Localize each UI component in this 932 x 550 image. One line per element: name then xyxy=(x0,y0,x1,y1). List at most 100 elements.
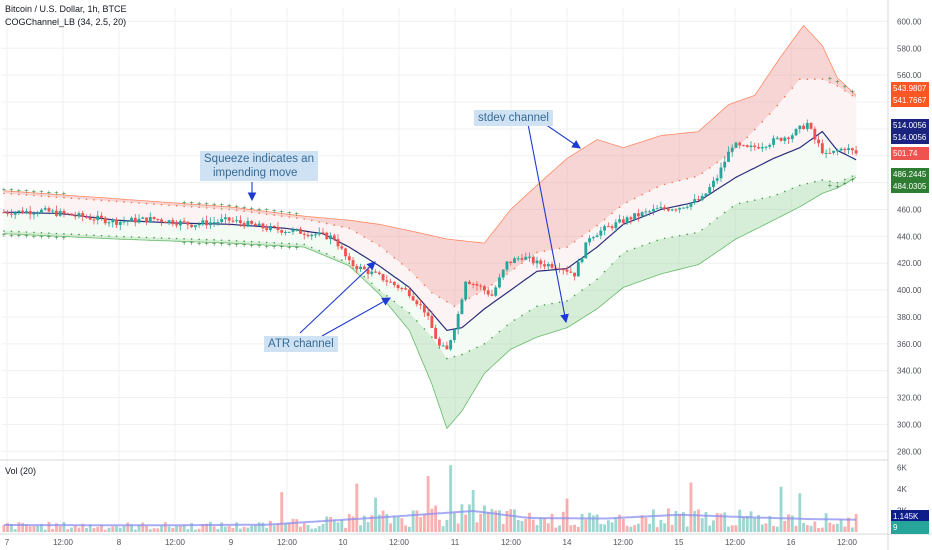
atr-lower-dot xyxy=(506,324,508,327)
atr-lower-dot xyxy=(288,242,291,245)
candle-body xyxy=(269,225,272,231)
candle-body xyxy=(6,212,10,214)
volume-ma-tag: 1.145K xyxy=(891,510,929,523)
volume-bar xyxy=(730,525,734,532)
volume-bar xyxy=(55,523,58,532)
atr-lower-dot xyxy=(453,355,456,358)
candle-body xyxy=(419,304,423,306)
lower-outer-line xyxy=(3,176,857,430)
candle-body xyxy=(543,264,546,267)
candle-body xyxy=(205,220,209,226)
y-tick-label: 580.00 xyxy=(897,44,922,53)
atr-upper-dot xyxy=(686,177,688,180)
volume-bar xyxy=(790,515,794,532)
atr-upper-dot xyxy=(806,78,809,80)
atr-lower-dot xyxy=(671,236,673,238)
candle-body xyxy=(284,231,287,233)
candle-body xyxy=(55,210,58,216)
atr-lower-dot xyxy=(160,237,163,239)
atr-upper-dot xyxy=(836,85,839,87)
candle-body xyxy=(471,283,475,285)
candle-body xyxy=(693,199,697,203)
y-tick-label: 460.00 xyxy=(897,205,922,214)
volume-bar xyxy=(764,523,768,532)
volume-bar xyxy=(550,513,554,532)
candle-body xyxy=(160,219,163,222)
atr-upper-dot xyxy=(153,203,155,205)
candle-body xyxy=(261,223,265,229)
volume-bar xyxy=(36,526,40,532)
atr-lower-dot xyxy=(153,236,155,239)
volume-bar xyxy=(160,525,163,532)
squeeze-marker: + xyxy=(9,187,14,194)
volume-legend[interactable]: Vol (20) xyxy=(5,466,37,476)
volume-bar xyxy=(227,525,231,532)
candle-body xyxy=(618,219,622,223)
squeeze-marker: + xyxy=(54,234,59,241)
atr-upper-dot xyxy=(333,224,336,226)
candle-body xyxy=(644,211,648,213)
volume-bar xyxy=(651,509,655,532)
y-tick-label: 320.00 xyxy=(897,394,922,403)
candle-body xyxy=(757,146,760,149)
x-tick-label: 12:00 xyxy=(389,538,410,547)
x-tick-label: 12:00 xyxy=(837,538,858,547)
atr-lower-dot xyxy=(476,346,478,349)
volume-bar xyxy=(359,525,362,532)
volume-bar xyxy=(85,527,88,532)
candle-body xyxy=(712,180,715,188)
candle-body xyxy=(520,258,524,260)
candle-body xyxy=(509,261,513,263)
atr-lower-dot xyxy=(573,294,576,297)
candle-body xyxy=(790,135,794,139)
squeeze-marker: + xyxy=(61,191,66,198)
candle-body xyxy=(17,210,21,213)
atr-lower-dot xyxy=(85,234,88,236)
atr-lower-dot xyxy=(799,184,801,187)
volume-bar xyxy=(779,486,783,532)
atr-lower-dot xyxy=(641,244,643,247)
atr-lower-dot xyxy=(693,232,696,234)
volume-bar xyxy=(689,482,693,532)
volume-bar xyxy=(178,525,182,532)
squeeze-marker: + xyxy=(197,240,202,247)
candle-body xyxy=(246,220,250,227)
candle-body xyxy=(96,215,100,220)
atr-upper-dot xyxy=(288,216,291,218)
volume-bar xyxy=(276,523,280,532)
atr-upper-dot xyxy=(663,183,666,186)
candle-body xyxy=(280,230,284,233)
volume-bar xyxy=(400,518,404,532)
candle-body xyxy=(498,277,501,288)
candlestick-series[interactable] xyxy=(2,119,858,352)
volume-bar xyxy=(137,524,141,532)
x-tick-label: 16 xyxy=(787,538,796,547)
volume-bar xyxy=(828,522,832,532)
price-tag-lower-inner: 486.2445 xyxy=(891,168,929,181)
squeeze-marker: + xyxy=(46,190,51,197)
candle-body xyxy=(355,266,359,270)
volume-bar xyxy=(205,523,209,532)
atr-upper-dot xyxy=(543,250,546,252)
atr-lower-dot xyxy=(340,259,343,261)
candle-body xyxy=(220,219,224,223)
volume-bar xyxy=(332,520,336,532)
candle-body xyxy=(794,129,798,136)
atr-upper-dot xyxy=(799,78,801,80)
volume-bar xyxy=(783,520,787,532)
candle-body xyxy=(36,213,40,215)
atr-lower-dot xyxy=(776,193,779,196)
volume-bar xyxy=(820,527,824,532)
symbol-title[interactable]: Bitcoin / U.S. Dollar, 1h, BTCE xyxy=(5,4,127,14)
atr-lower-dot xyxy=(581,289,583,291)
atr-upper-dot xyxy=(168,204,170,206)
atr-upper-dot xyxy=(671,181,673,184)
candle-body xyxy=(670,209,674,211)
atr-lower-dot xyxy=(123,235,125,238)
indicator-legend[interactable]: COGChannel_LB (34, 2.5, 20) xyxy=(5,17,127,27)
candle-body xyxy=(287,231,291,233)
volume-bar xyxy=(272,525,276,532)
atr-upper-dot xyxy=(386,251,388,253)
volume-bar xyxy=(843,526,847,532)
